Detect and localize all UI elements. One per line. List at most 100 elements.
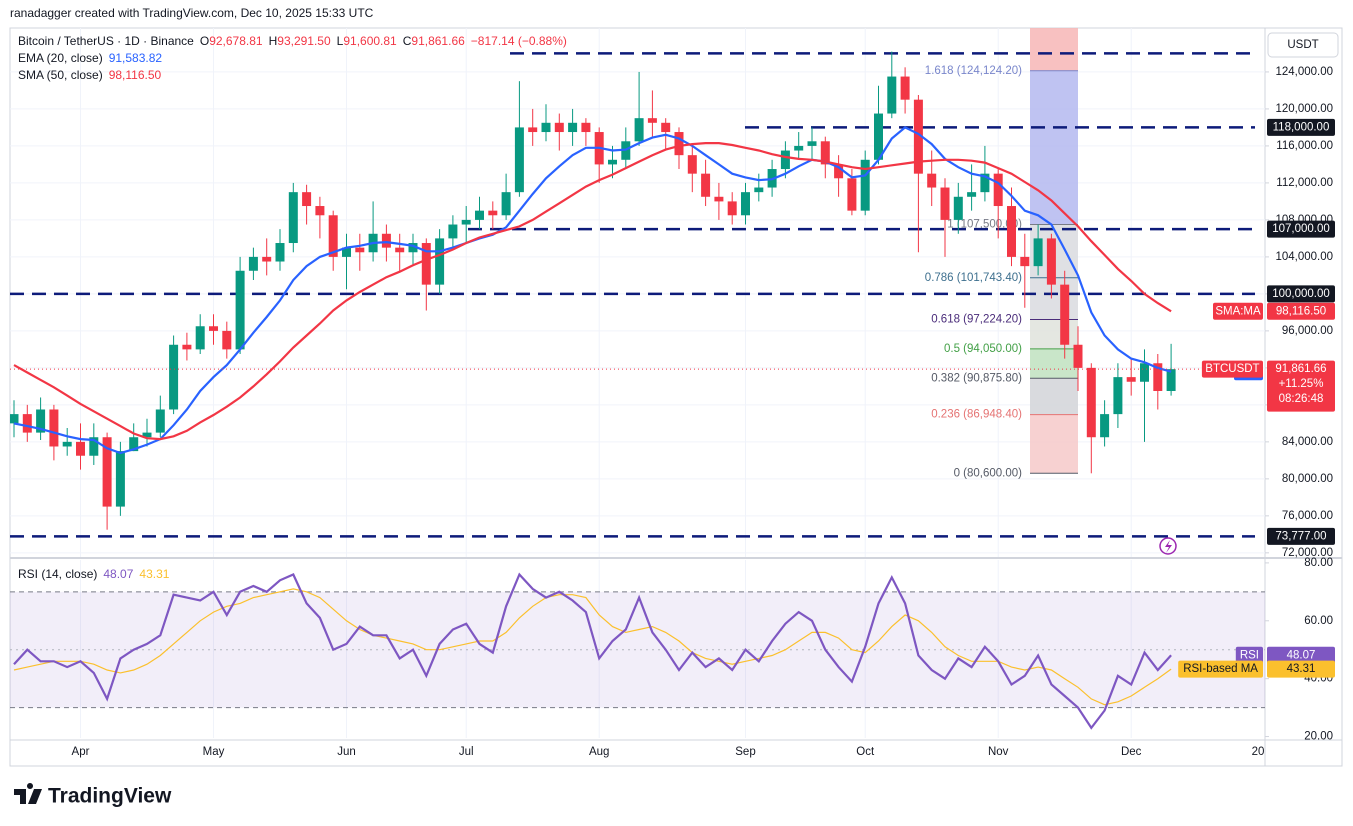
x-tick-label: Dec — [1121, 746, 1142, 758]
legend-rsi: RSI (14, close) 48.07 43.31 — [18, 567, 170, 581]
candle-body — [940, 187, 950, 220]
overlay-name: EMA (20, close) — [18, 51, 103, 65]
fib-band — [1030, 348, 1078, 379]
candle-body — [568, 122, 578, 133]
candle-body — [89, 437, 99, 456]
fib-band — [1030, 28, 1078, 71]
level-tag-text: 118,000.00 — [1273, 121, 1330, 133]
y-tick-label: 112,000.00 — [1276, 177, 1333, 189]
candle-body — [714, 196, 724, 202]
candle-body — [62, 441, 72, 447]
candle-body — [953, 196, 963, 220]
candle-body — [741, 192, 750, 216]
legend-title: Bitcoin / TetherUS · 1D · Binance O92,678… — [18, 34, 567, 48]
candle-body — [1166, 369, 1176, 391]
fib-band — [1030, 414, 1078, 474]
last-price-tag-text: 91,861.66 — [1275, 363, 1326, 375]
candle-body — [381, 233, 391, 248]
candle-body — [49, 409, 59, 447]
x-tick-label: 20 — [1252, 746, 1265, 758]
candle-body — [927, 173, 937, 188]
candle-body — [1046, 238, 1056, 285]
candle-body — [980, 173, 990, 193]
candle-body — [115, 451, 125, 507]
level-tag-text: 100,000.00 — [1272, 288, 1330, 300]
credit: ranadagger created with TradingView.com,… — [10, 6, 374, 20]
candle-body — [847, 178, 857, 211]
y-tick-label: 96,000.00 — [1282, 325, 1333, 337]
rsi-value-tag-text: 48.07 — [1287, 649, 1316, 661]
candle-body — [687, 155, 697, 174]
y-tick-label: 76,000.00 — [1282, 510, 1333, 522]
x-tick-label: Aug — [589, 746, 609, 758]
candle-body — [541, 122, 551, 133]
candle-body — [1153, 363, 1163, 391]
unit-box[interactable] — [1267, 32, 1339, 58]
candle-body — [1073, 344, 1083, 368]
candle-body — [195, 326, 205, 350]
ohlc-key: O — [200, 34, 209, 48]
level-tag-bg — [1267, 118, 1335, 136]
y-tick-label: 80,000.00 — [1282, 473, 1333, 485]
legend-overlay: SMA (50, close) 98,116.50 — [18, 68, 162, 82]
overlay-name: SMA (50, close) — [18, 68, 103, 82]
rsi-line — [13, 588, 1172, 706]
ohlc-value: 93,291.50 — [277, 34, 331, 48]
candle-body — [302, 192, 312, 207]
y-tick-label: 116,000.00 — [1276, 140, 1333, 152]
candle-body — [315, 206, 325, 216]
candle-body — [754, 187, 764, 193]
overlay-value: 98,116.50 — [109, 68, 162, 82]
level-tag-bg — [1267, 285, 1335, 303]
alert-bolt — [1165, 540, 1172, 553]
legend: Bitcoin / TetherUS · 1D · Binance O92,678… — [18, 34, 567, 581]
ohlc-key: L — [337, 34, 344, 48]
fib-label: 0.786 (101,743.40) — [925, 272, 1022, 284]
rsi-line — [13, 572, 1172, 730]
candle-body — [874, 113, 883, 160]
candle-body — [701, 173, 711, 197]
overlay-value: 91,583.82 — [109, 51, 163, 65]
candle-body — [860, 159, 870, 211]
candle-body — [780, 150, 790, 170]
levels — [10, 52, 1255, 538]
candle-body — [421, 243, 431, 285]
y-tick-label: 72,000.00 — [1282, 547, 1333, 559]
fib-band — [1030, 378, 1078, 415]
candle-body — [10, 414, 19, 424]
alert-icon[interactable] — [1159, 537, 1177, 555]
legend-overlay: EMA (20, close) 91,583.82 — [18, 51, 162, 65]
candle-body — [807, 141, 817, 146]
candle-body — [1020, 256, 1030, 267]
fib-label: 1 (107,500.00) — [947, 219, 1022, 231]
x-tick-label: Sep — [735, 746, 755, 758]
candle-body — [435, 238, 445, 285]
candle-body — [900, 76, 910, 100]
candle-body — [328, 215, 338, 257]
rsi-name-tag-bg — [1235, 646, 1263, 664]
fib-retracement: 1.618 (124,124.20) 1 (107,500.00) 0.786 (1… — [925, 28, 1078, 479]
ohlc-key: H — [269, 34, 278, 48]
candle-body — [634, 118, 644, 142]
unit-label: USDT — [1287, 39, 1318, 51]
y-tick-label: 120,000.00 — [1275, 103, 1333, 115]
candle-body — [408, 243, 418, 253]
candle-body — [1113, 377, 1123, 415]
ohlc-value: 91,600.81 — [343, 34, 397, 48]
x-tick-label: Nov — [988, 746, 1009, 758]
y-tick-label: 104,000.00 — [1275, 251, 1333, 263]
candle-body — [475, 210, 484, 220]
x-tick-label: Jul — [459, 746, 474, 758]
candle-body — [102, 437, 112, 507]
overlay-value-tag-text: 98,116.50 — [1276, 305, 1326, 317]
overlay-name-tag-bg — [1213, 302, 1263, 320]
legend-change: −817.14 (−0.88%) — [471, 34, 567, 48]
candle-body — [129, 437, 139, 452]
last-price-tag-bg — [1267, 360, 1335, 412]
rsi-pane — [10, 572, 1265, 730]
fib-label: 0.5 (94,050.00) — [944, 343, 1022, 355]
fib-label: 0.382 (90,875.80) — [931, 372, 1022, 384]
rsi-value-tag-text: 43.31 — [1287, 663, 1316, 675]
candle-body — [1007, 206, 1016, 257]
